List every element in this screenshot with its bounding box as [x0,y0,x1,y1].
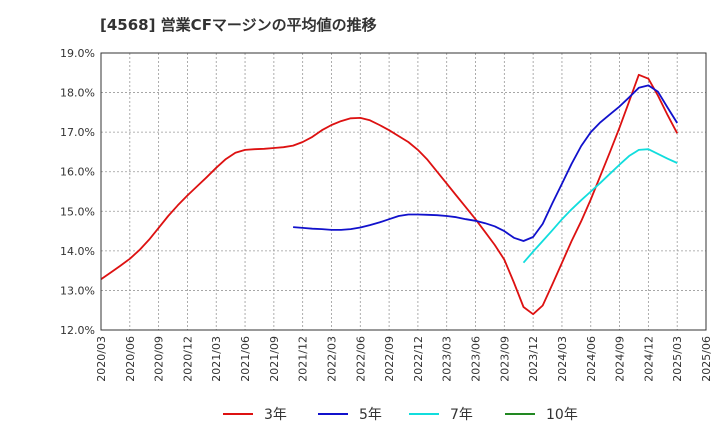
x-tick-label: 2023/09 [498,336,511,382]
series-lines [100,73,678,316]
y-axis-ticks: 12.0% 13.0% 14.0% 15.0% 16.0% 17.0% 18.0% 19.0% [60,47,95,337]
y-tick-label: 14.0% [60,245,95,258]
y-tick-label: 13.0% [60,284,95,297]
legend: 3年 5年 7年 10年 [223,407,578,423]
x-tick-label: 2024/06 [585,336,598,382]
x-tick-label: 2020/09 [153,336,166,382]
x-tick-label: 2020/03 [95,336,108,382]
plot-area-background [101,53,706,330]
x-tick-label: 2025/03 [671,336,684,382]
plot-area-border [100,52,707,331]
legend-label: 3年 [264,407,287,423]
series-line-3年 [100,73,678,316]
x-tick-label: 2022/03 [325,336,338,382]
legend-label: 5年 [359,407,382,423]
series-line-5年 [293,84,678,242]
x-tick-label: 2022/09 [383,336,396,382]
y-tick-label: 19.0% [60,47,95,60]
legend-label: 7年 [450,407,473,423]
x-tick-label: 2022/12 [412,336,425,382]
chart-title: [4568] 営業CFマージンの平均値の推移 [100,16,377,34]
y-tick-label: 18.0% [60,87,95,100]
x-tick-label: 2021/09 [268,336,281,382]
x-axis-ticks: 2020/03 2020/06 2020/09 2020/12 2021/03 2021/… [95,336,713,382]
x-tick-label: 2020/06 [124,336,137,382]
series-line-7年 [522,148,678,264]
x-tick-label: 2025/06 [700,336,713,382]
x-tick-label: 2024/12 [642,336,655,382]
x-tick-label: 2023/03 [441,336,454,382]
x-tick-label: 2021/12 [297,336,310,382]
x-tick-label: 2021/06 [239,336,252,382]
x-tick-label: 2023/12 [527,336,540,382]
y-tick-label: 17.0% [60,126,95,139]
x-tick-label: 2024/09 [614,336,627,382]
x-tick-label: 2024/03 [556,336,569,382]
x-tick-label: 2022/06 [354,336,367,382]
y-tick-label: 16.0% [60,166,95,179]
y-tick-label: 15.0% [60,205,95,218]
x-tick-label: 2023/06 [470,336,483,382]
x-tick-label: 2020/12 [181,336,194,382]
y-tick-label: 12.0% [60,324,95,337]
legend-label: 10年 [546,407,578,423]
x-tick-label: 2021/03 [210,336,223,382]
